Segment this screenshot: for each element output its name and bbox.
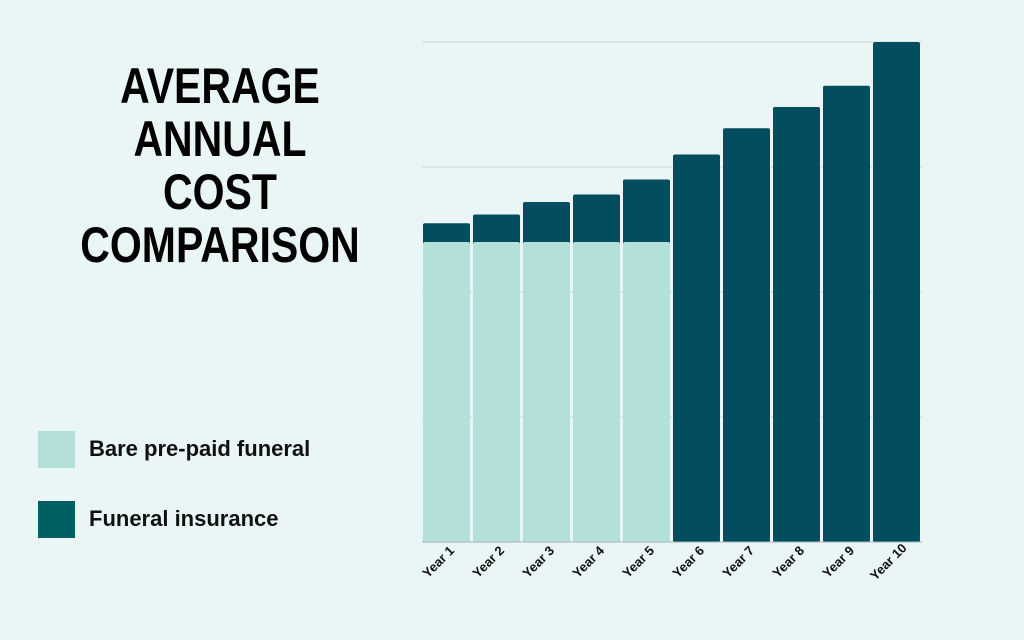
bar-bare-prepaid-funeral: [573, 242, 620, 542]
x-tick-label: Year 8: [769, 543, 807, 581]
legend-item-prepaid: Bare pre-paid funeral: [38, 430, 310, 468]
legend: Bare pre-paid funeral Funeral insurance: [38, 430, 310, 570]
bar-bare-prepaid-funeral: [473, 242, 520, 542]
bar-funeral-insurance: [873, 42, 920, 542]
x-tick-label: Year 9: [819, 543, 857, 581]
x-tick-label: Year 3: [519, 543, 557, 581]
legend-label-prepaid: Bare pre-paid funeral: [89, 436, 311, 461]
bar-bare-prepaid-funeral: [423, 242, 470, 542]
bar-funeral-insurance: [723, 128, 770, 542]
x-tick-label: Year 4: [569, 542, 607, 580]
x-tick-label: Year 6: [669, 543, 707, 581]
x-tick-label: Year 7: [719, 543, 757, 581]
bar-funeral-insurance: [773, 107, 820, 542]
legend-item-insurance: Funeral insurance: [38, 500, 310, 538]
bar-funeral-insurance: [823, 85, 870, 542]
x-tick-label: Year 1: [419, 543, 457, 581]
legend-swatch-prepaid: [38, 430, 75, 468]
title-line-1: AVERAGE: [120, 58, 320, 114]
bar-bare-prepaid-funeral: [623, 242, 670, 542]
title-line-2: ANNUAL COST: [133, 111, 307, 220]
x-tick-label: Year 2: [469, 543, 507, 581]
x-tick-label: Year 10: [867, 540, 910, 583]
bar-bare-prepaid-funeral: [523, 242, 570, 542]
legend-swatch-insurance: [38, 500, 75, 538]
legend-label-insurance: Funeral insurance: [89, 506, 279, 531]
bar-funeral-insurance: [673, 154, 720, 542]
x-tick-label: Year 5: [619, 543, 657, 581]
chart-title: AVERAGE ANNUAL COST COMPARISON: [72, 60, 367, 272]
title-line-3: COMPARISON: [80, 217, 360, 273]
